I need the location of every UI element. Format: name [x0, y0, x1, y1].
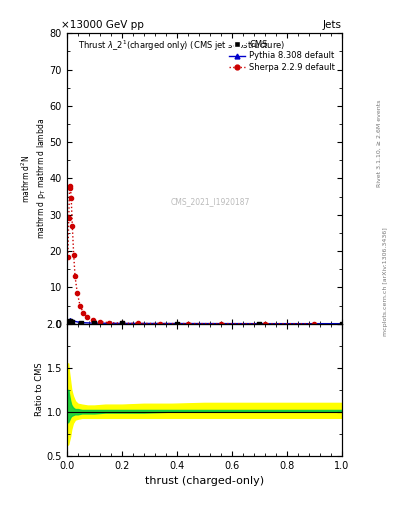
Pythia 8.308 default: [174, 321, 179, 327]
Sherpa 2.2.9 default: [85, 314, 90, 320]
CMS: [91, 319, 97, 327]
CMS: [65, 318, 72, 326]
Pythia 8.308 default: [78, 319, 83, 326]
CMS: [69, 317, 75, 326]
Sherpa 2.2.9 default: [67, 184, 72, 190]
CMS: [339, 319, 345, 328]
Sherpa 2.2.9 default: [70, 223, 75, 229]
Sherpa 2.2.9 default: [263, 321, 267, 327]
Sherpa 2.2.9 default: [107, 319, 112, 326]
CMS: [64, 318, 70, 327]
Text: Thrust $\lambda\_2^1$(charged only) (CMS jet substructure): Thrust $\lambda\_2^1$(charged only) (CMS…: [78, 39, 285, 53]
Y-axis label: Ratio to CMS: Ratio to CMS: [35, 363, 44, 416]
Text: ×13000 GeV pp: ×13000 GeV pp: [61, 20, 144, 30]
CMS: [77, 318, 84, 327]
Pythia 8.308 default: [67, 317, 72, 323]
Sherpa 2.2.9 default: [72, 251, 76, 258]
Sherpa 2.2.9 default: [97, 318, 102, 325]
Sherpa 2.2.9 default: [68, 183, 73, 189]
Line: Pythia 8.308 default: Pythia 8.308 default: [65, 318, 344, 326]
CMS: [119, 319, 125, 328]
Sherpa 2.2.9 default: [66, 216, 71, 222]
Sherpa 2.2.9 default: [91, 317, 95, 323]
Text: mcplots.cern.ch [arXiv:1306.3436]: mcplots.cern.ch [arXiv:1306.3436]: [383, 227, 387, 336]
CMS: [256, 319, 263, 328]
Text: Rivet 3.1.10, ≥ 2.6M events: Rivet 3.1.10, ≥ 2.6M events: [377, 100, 382, 187]
Sherpa 2.2.9 default: [75, 290, 80, 296]
Sherpa 2.2.9 default: [81, 310, 86, 316]
Line: Sherpa 2.2.9 default: Sherpa 2.2.9 default: [66, 184, 316, 326]
Sherpa 2.2.9 default: [69, 196, 73, 202]
Text: Jets: Jets: [323, 20, 342, 30]
Sherpa 2.2.9 default: [219, 321, 223, 327]
Sherpa 2.2.9 default: [312, 321, 317, 327]
Sherpa 2.2.9 default: [136, 321, 141, 327]
Pythia 8.308 default: [66, 318, 71, 324]
Text: CMS_2021_I1920187: CMS_2021_I1920187: [170, 197, 250, 206]
Pythia 8.308 default: [119, 321, 124, 327]
Pythia 8.308 default: [92, 320, 97, 326]
Pythia 8.308 default: [64, 319, 69, 325]
Y-axis label: mathrm d$^2$N
mathrm d p$_\mathrm{T}$ mathrm d lambda: mathrm d$^2$N mathrm d p$_\mathrm{T}$ ma…: [19, 118, 48, 239]
Sherpa 2.2.9 default: [119, 320, 124, 326]
CMS: [66, 317, 73, 325]
Pythia 8.308 default: [340, 321, 344, 327]
Sherpa 2.2.9 default: [73, 273, 77, 280]
Pythia 8.308 default: [257, 321, 262, 327]
Sherpa 2.2.9 default: [158, 321, 163, 327]
Legend: CMS, Pythia 8.308 default, Sherpa 2.2.9 default: CMS, Pythia 8.308 default, Sherpa 2.2.9 …: [226, 37, 338, 74]
Sherpa 2.2.9 default: [66, 253, 70, 260]
X-axis label: thrust (charged-only): thrust (charged-only): [145, 476, 264, 486]
Pythia 8.308 default: [70, 318, 75, 324]
CMS: [174, 319, 180, 328]
Sherpa 2.2.9 default: [185, 321, 190, 327]
Sherpa 2.2.9 default: [78, 303, 83, 309]
